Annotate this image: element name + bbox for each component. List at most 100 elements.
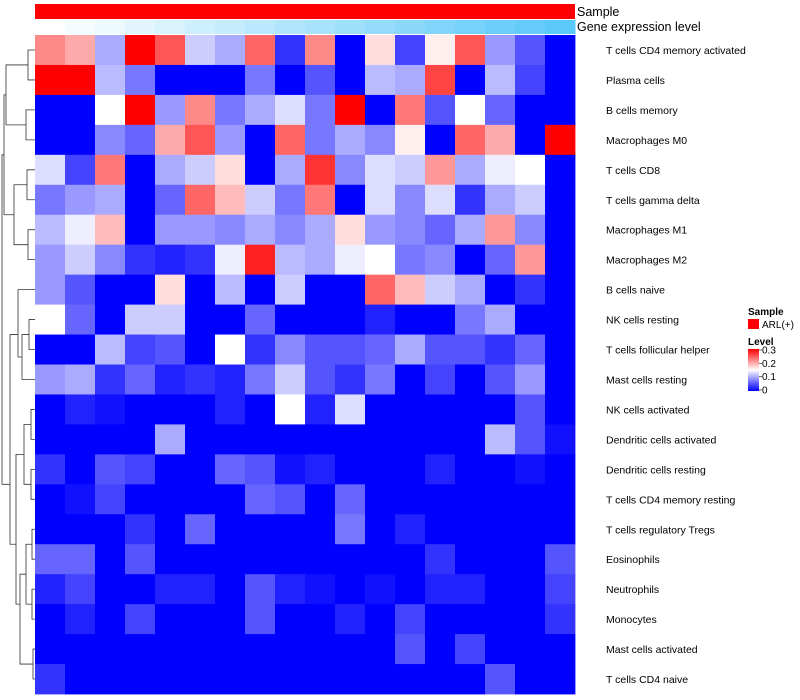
heatmap-cell: [275, 35, 306, 66]
heatmap-cell: [185, 304, 216, 335]
heatmap-cell: [365, 124, 396, 156]
legend-tick-label: 0: [762, 385, 768, 396]
dendrogram-branch: [31, 588, 35, 620]
heatmap-cell: [515, 364, 546, 395]
heatmap-cell: [365, 304, 396, 335]
legend-sample-title: Sample: [748, 307, 784, 318]
heatmap-cell: [365, 394, 396, 425]
heatmap-cell: [425, 334, 456, 365]
dendrogram-branch: [5, 64, 28, 126]
heatmap-cell: [365, 94, 396, 126]
heatmap-cell: [185, 454, 216, 485]
heatmap-cell: [335, 64, 366, 96]
row-label: B cells naive: [606, 285, 665, 297]
heatmap-cell: [365, 604, 396, 635]
heatmap-cell: [185, 334, 216, 365]
heatmap-cell: [335, 664, 366, 695]
heatmap-cell: [305, 64, 336, 96]
heatmap-cell: [35, 634, 66, 665]
heatmap-cell: [335, 424, 366, 455]
legend-tick-label: 0.1: [762, 372, 776, 383]
heatmap-cell: [245, 274, 276, 305]
heatmap-cell: [515, 274, 546, 305]
heatmap-cell: [95, 94, 126, 126]
heatmap-cell: [305, 574, 336, 605]
heatmap-cell: [485, 35, 516, 66]
heatmap-cell: [35, 514, 66, 545]
heatmap-cell: [185, 214, 216, 246]
heatmap-cell: [245, 544, 276, 575]
heatmap-cell: [515, 544, 546, 575]
row-label: Mast cells activated: [606, 644, 698, 656]
heatmap-cell: [275, 304, 306, 335]
heatmap-cell: [125, 35, 156, 66]
heatmap-cell: [95, 304, 126, 335]
heatmap-cell: [35, 484, 66, 515]
row-label: NK cells activated: [606, 404, 690, 416]
heatmap-cell: [455, 244, 486, 276]
heatmap-cell: [335, 544, 366, 575]
heatmap-cell: [185, 514, 216, 545]
heatmap-cell: [545, 184, 576, 216]
row-label: T cells CD8: [606, 165, 660, 177]
heatmap-cell: [515, 664, 546, 695]
heatmap-cell: [245, 214, 276, 246]
heatmap-cell: [155, 364, 186, 395]
heatmap-cell: [425, 664, 456, 695]
heatmap-cell: [425, 424, 456, 455]
heatmap-cell: [155, 35, 186, 66]
heatmap-cell: [395, 244, 426, 276]
heatmap-cell: [425, 94, 456, 126]
heatmap-cell: [155, 634, 186, 665]
expression-annotation-cell: [365, 20, 396, 34]
legend-sample-entry: ARL(+): [762, 320, 794, 331]
heatmap-cell: [95, 214, 126, 246]
heatmap-cell: [245, 244, 276, 276]
heatmap-cell: [65, 94, 96, 126]
heatmap-cell: [425, 574, 456, 605]
heatmap-cell: [245, 124, 276, 156]
heatmap-cell: [515, 214, 546, 246]
heatmap-cell: [35, 544, 66, 575]
heatmap-cell: [215, 274, 246, 305]
heatmap-cell: [215, 64, 246, 96]
heatmap-cell: [65, 304, 96, 335]
heatmap-cell: [65, 274, 96, 305]
heatmap-cell: [245, 634, 276, 665]
heatmap-cell: [335, 274, 366, 305]
heatmap-cell: [155, 604, 186, 635]
heatmap-cell: [275, 634, 306, 665]
heatmap-cell: [185, 394, 216, 425]
heatmap-cell: [65, 454, 96, 485]
heatmap-cell: [425, 214, 456, 246]
heatmap-cell: [155, 124, 186, 156]
sample-annotation-bar: [35, 4, 575, 19]
heatmap-cell: [545, 364, 576, 395]
heatmap-cell: [35, 334, 66, 365]
row-label: T cells CD4 memory resting: [606, 494, 735, 506]
expression-annotation-cell: [515, 20, 546, 34]
row-label: T cells CD4 memory activated: [606, 45, 746, 57]
heatmap-cell: [545, 274, 576, 305]
heatmap-cell: [185, 94, 216, 126]
legend-level-ticks: 0.3 0.2 0.1 0: [759, 346, 776, 396]
heatmap-cell: [35, 424, 66, 455]
legend-sample-swatch: [748, 319, 759, 329]
heatmap-cell: [35, 274, 66, 305]
heatmap-cell: [395, 274, 426, 305]
heatmap-cell: [125, 454, 156, 485]
heatmap-cell: [275, 424, 306, 455]
dendrogram-branch: [27, 49, 35, 81]
heatmap-cell: [65, 35, 96, 66]
heatmap-cell: [125, 184, 156, 216]
heatmap-cell: [245, 35, 276, 66]
expression-annotation-cell: [125, 20, 156, 34]
dendrogram-branch: [21, 334, 35, 380]
heatmap-cell: [215, 184, 246, 216]
heatmap-cell: [335, 454, 366, 485]
heatmap-cell: [305, 35, 336, 66]
heatmap-cell: [515, 154, 546, 186]
heatmap-cell: [395, 64, 426, 96]
sample-annotation-label: Sample: [577, 5, 619, 19]
heatmap-cell: [65, 244, 96, 276]
